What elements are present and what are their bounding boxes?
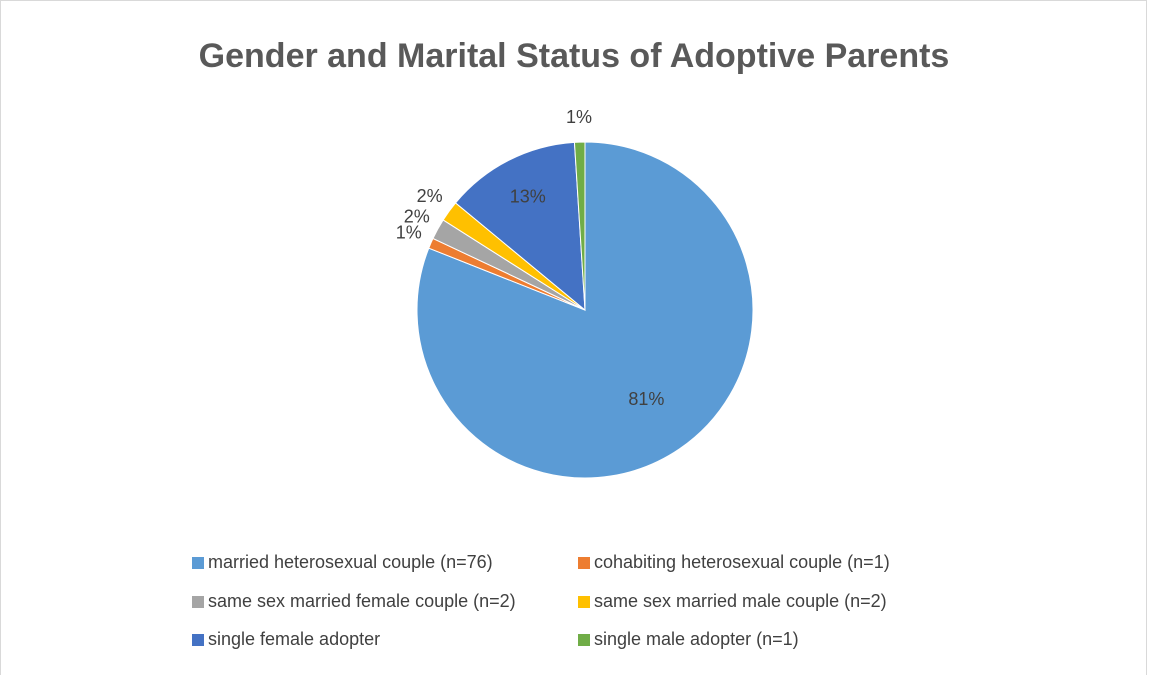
legend-label: married heterosexual couple (n=76) [208,552,493,572]
legend-label: cohabiting heterosexual couple (n=1) [594,552,890,572]
data-label: 1% [566,107,592,127]
data-label: 1% [396,222,422,242]
data-label: 2% [404,206,430,226]
pie-slice [573,141,586,311]
chart-title: Gender and Marital Status of Adoptive Pa… [199,37,950,75]
legend-swatch [578,634,590,646]
legend-swatch [192,634,204,646]
data-label: 13% [510,186,546,206]
legend-swatch [578,596,590,608]
data-label: 2% [417,186,443,206]
legend-label: same sex married female couple (n=2) [208,591,516,611]
data-label: 81% [628,389,664,409]
legend-label: same sex married male couple (n=2) [594,591,887,611]
legend-swatch [192,557,204,569]
legend-label: single male adopter (n=1) [594,629,799,649]
legend-label: single female adopter [208,629,380,649]
legend-swatch [578,557,590,569]
legend-swatch [192,596,204,608]
pie-slice [416,141,754,479]
pie-slice [454,141,586,312]
